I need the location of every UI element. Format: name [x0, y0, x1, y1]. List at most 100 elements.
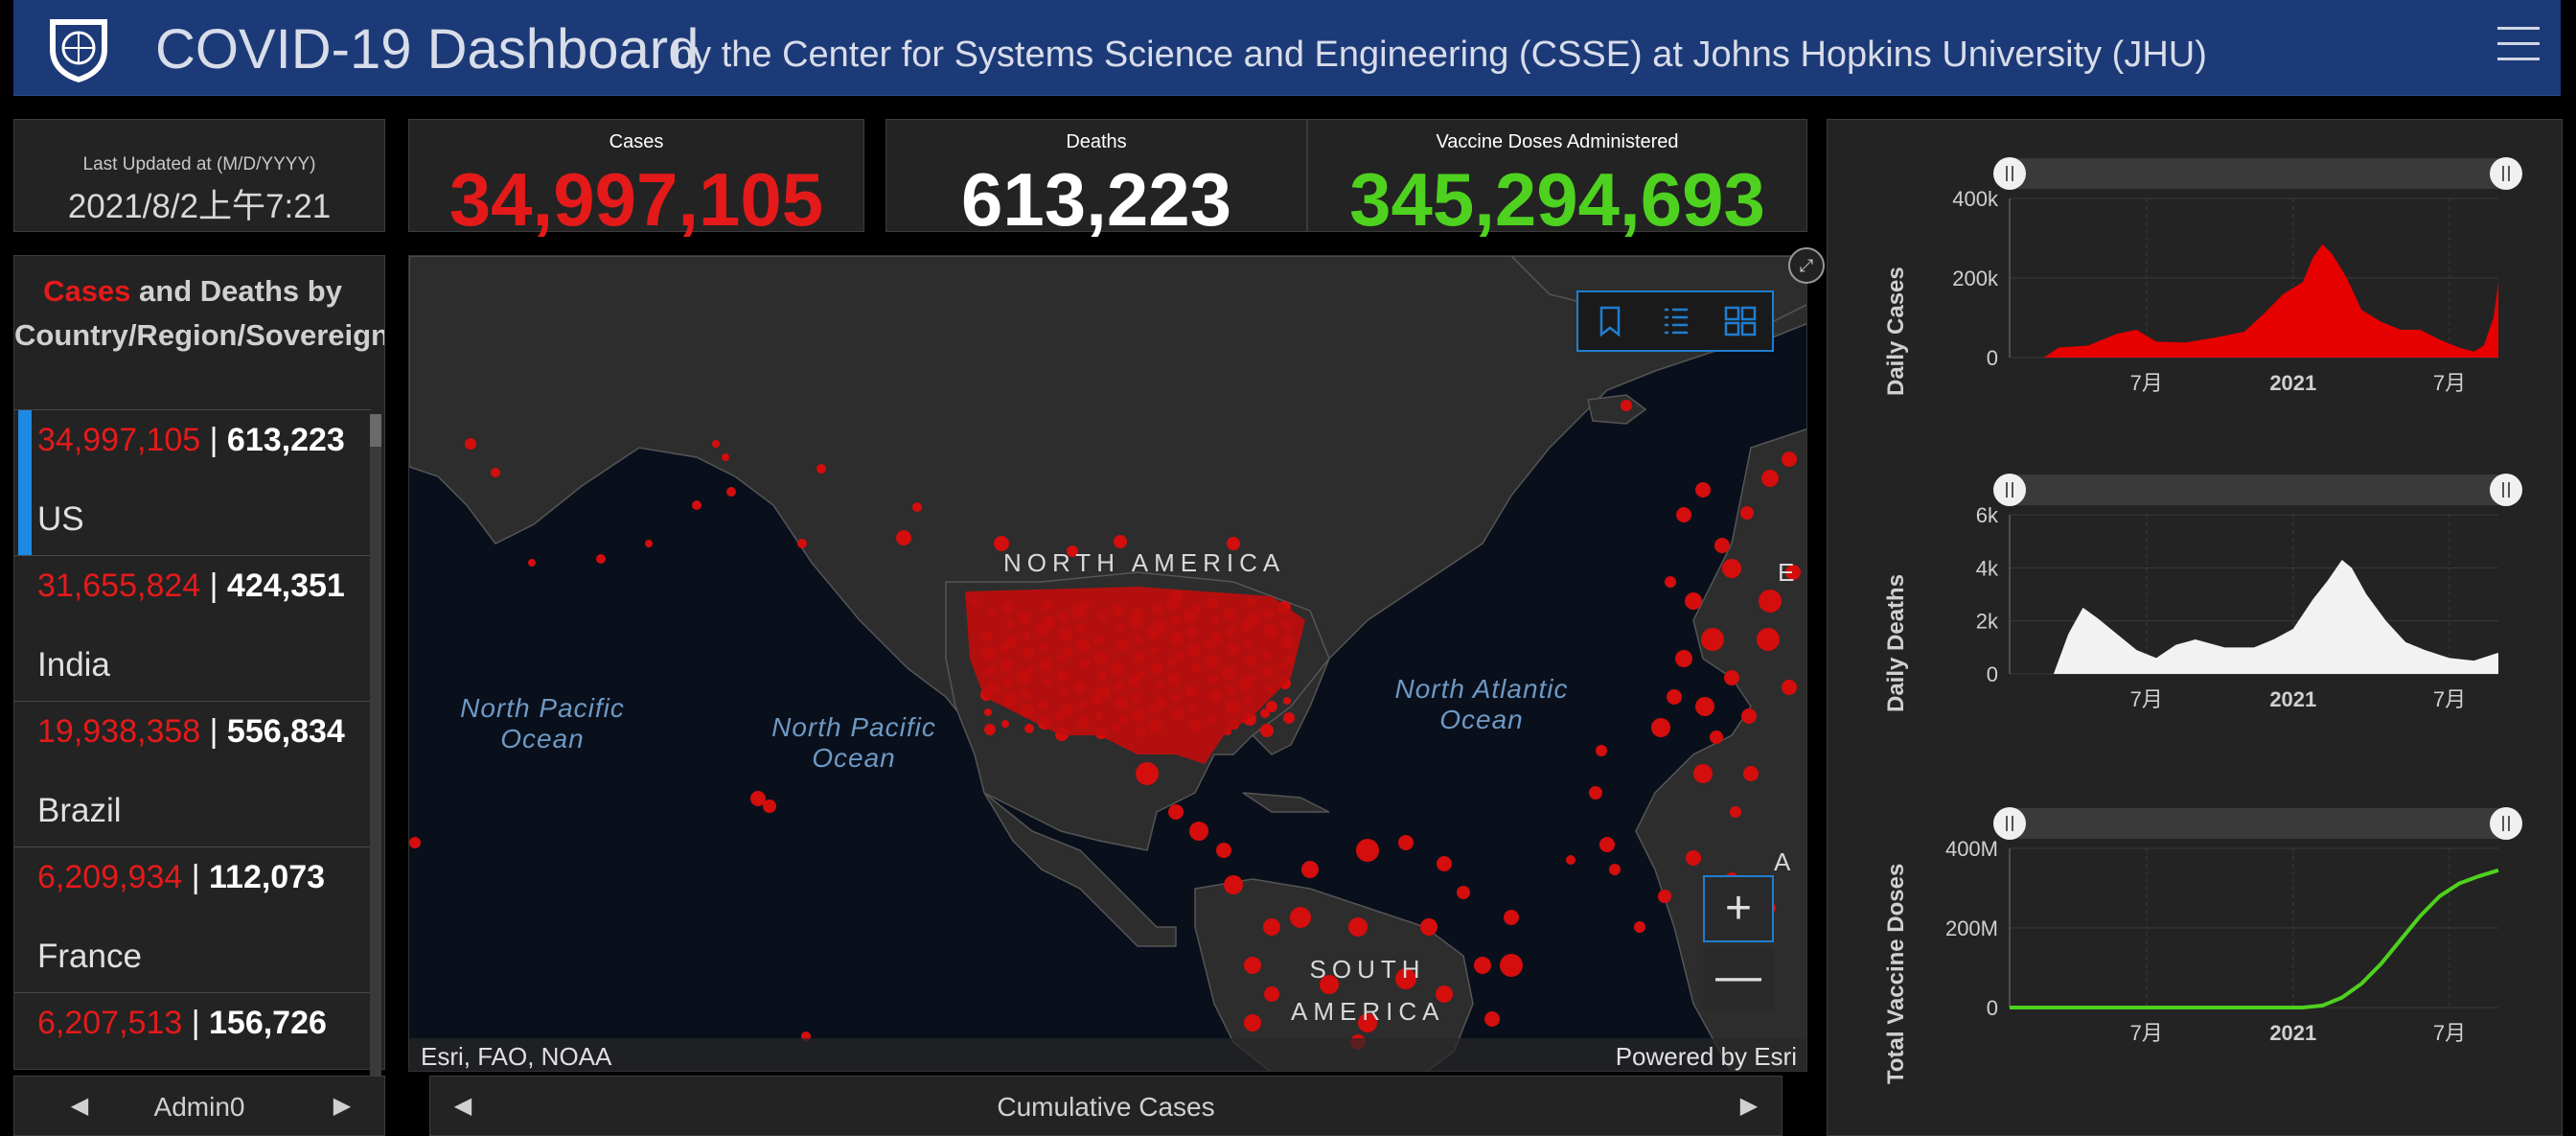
case-dot[interactable]	[1266, 701, 1277, 712]
case-dot[interactable]	[1695, 697, 1714, 716]
case-dot[interactable]	[1782, 680, 1797, 695]
case-dot[interactable]	[1741, 708, 1757, 724]
map-next-arrow-icon[interactable]: ▶	[1739, 1093, 1759, 1119]
country-list-item[interactable]: 6,209,934 | 112,073 France	[14, 846, 371, 992]
case-dot[interactable]	[645, 540, 653, 547]
expand-map-icon[interactable]: ⤢	[1788, 247, 1825, 284]
case-dot[interactable]	[1290, 907, 1311, 928]
country-list-item[interactable]: 19,938,358 | 556,834 Brazil	[14, 701, 371, 846]
chart-range-slider[interactable]	[2006, 158, 2508, 189]
case-dot[interactable]	[1566, 855, 1576, 865]
case-dot[interactable]	[1264, 986, 1279, 1002]
map-prev-arrow-icon[interactable]: ◀	[453, 1093, 472, 1119]
case-dot[interactable]	[1693, 764, 1713, 783]
case-dot[interactable]	[1504, 910, 1519, 925]
case-dot[interactable]	[1589, 786, 1602, 800]
case-dot[interactable]	[1189, 822, 1208, 841]
case-dot[interactable]	[1667, 689, 1682, 705]
case-dot[interactable]	[1743, 766, 1759, 781]
slider-left-handle[interactable]	[1993, 807, 2026, 840]
slider-right-handle[interactable]	[2490, 474, 2522, 506]
case-dot[interactable]	[1599, 837, 1615, 852]
case-dot[interactable]	[1759, 590, 1782, 613]
country-list-item[interactable]: 34,997,105 | 613,223 US	[14, 409, 371, 556]
case-dot[interactable]	[984, 724, 996, 735]
case-dot[interactable]	[692, 500, 702, 510]
country-list-item[interactable]: 6,207,513 | 156,726	[14, 992, 371, 1069]
case-dot[interactable]	[1785, 565, 1801, 580]
case-dot[interactable]	[912, 502, 922, 512]
case-dot[interactable]	[1782, 452, 1797, 467]
basemap-gallery-icon[interactable]	[1709, 292, 1772, 350]
case-dot[interactable]	[1168, 804, 1184, 820]
case-dot[interactable]	[1740, 506, 1754, 520]
case-dot[interactable]	[1757, 628, 1780, 651]
case-dot[interactable]	[1685, 592, 1702, 610]
bookmark-icon[interactable]	[1578, 292, 1642, 350]
case-dot[interactable]	[763, 800, 776, 813]
chart-range-slider[interactable]	[2006, 475, 2508, 505]
case-dot[interactable]	[1395, 968, 1416, 989]
case-dot[interactable]	[1761, 470, 1779, 487]
case-dot[interactable]	[1437, 856, 1452, 871]
case-dot[interactable]	[1730, 806, 1741, 818]
slider-right-handle[interactable]	[2490, 807, 2522, 840]
list-scrollbar[interactable]	[370, 414, 381, 1104]
case-dot[interactable]	[1348, 917, 1368, 937]
legend-list-icon[interactable]	[1644, 292, 1707, 350]
case-dot[interactable]	[984, 708, 992, 716]
slider-right-handle[interactable]	[2490, 157, 2522, 190]
case-dot[interactable]	[465, 438, 476, 450]
case-dot[interactable]	[1260, 708, 1270, 718]
case-dot[interactable]	[1001, 720, 1009, 728]
case-dot[interactable]	[1701, 628, 1724, 651]
case-dot[interactable]	[1283, 712, 1295, 724]
zoom-in-button[interactable]: +	[1703, 875, 1774, 942]
case-dot[interactable]	[750, 791, 766, 806]
case-dot[interactable]	[1358, 1013, 1377, 1032]
case-dot[interactable]	[1457, 886, 1470, 899]
case-dot[interactable]	[1714, 538, 1730, 553]
case-dot[interactable]	[1260, 724, 1274, 737]
map-attribution-right[interactable]: Powered by Esri	[1615, 1042, 1797, 1071]
case-dot[interactable]	[1695, 482, 1711, 498]
world-map[interactable]: NORTH AMERICA SOUTH AMERICA North Pacifi…	[408, 255, 1807, 1072]
case-dot[interactable]	[1665, 576, 1676, 588]
case-dot[interactable]	[1320, 975, 1339, 994]
case-dot[interactable]	[1651, 718, 1670, 737]
case-dot[interactable]	[1675, 650, 1692, 667]
slider-left-handle[interactable]	[1993, 474, 2026, 506]
case-dot[interactable]	[1024, 724, 1034, 733]
case-dot[interactable]	[1474, 957, 1491, 974]
case-dot[interactable]	[1244, 1014, 1261, 1032]
case-dot[interactable]	[1224, 875, 1243, 894]
case-dot[interactable]	[491, 468, 500, 477]
case-dot[interactable]	[1263, 918, 1280, 936]
case-dot[interactable]	[722, 453, 729, 461]
case-dot[interactable]	[1596, 745, 1607, 756]
case-dot[interactable]	[1609, 864, 1621, 875]
case-dot[interactable]	[1398, 835, 1414, 850]
case-dot[interactable]	[409, 837, 421, 848]
case-dot[interactable]	[1658, 890, 1671, 903]
case-dot[interactable]	[816, 464, 826, 474]
case-dot[interactable]	[1067, 545, 1078, 557]
case-dot[interactable]	[1136, 762, 1159, 785]
case-dot[interactable]	[1484, 1011, 1500, 1027]
chart-range-slider[interactable]	[2006, 808, 2508, 839]
case-dot[interactable]	[1724, 670, 1739, 685]
case-dot[interactable]	[1686, 850, 1701, 866]
case-dot[interactable]	[797, 539, 807, 548]
slider-left-handle[interactable]	[1993, 157, 2026, 190]
case-dot[interactable]	[994, 536, 1009, 551]
case-dot[interactable]	[1676, 507, 1691, 522]
list-prev-arrow-icon[interactable]: ◀	[70, 1093, 89, 1119]
list-scrollbar-thumb[interactable]	[370, 414, 381, 447]
case-dot[interactable]	[1634, 921, 1645, 933]
case-dot[interactable]	[896, 530, 911, 545]
case-dot[interactable]	[1283, 697, 1291, 705]
case-dot[interactable]	[1244, 957, 1261, 974]
case-dot[interactable]	[1114, 535, 1127, 548]
case-dot[interactable]	[1356, 839, 1379, 862]
case-dot[interactable]	[1722, 559, 1741, 578]
